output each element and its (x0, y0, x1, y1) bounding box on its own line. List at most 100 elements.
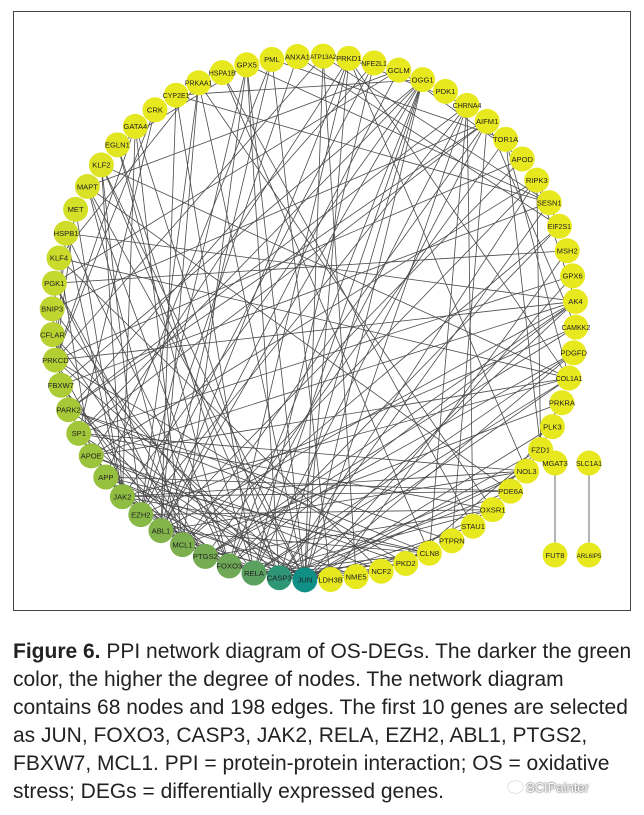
gene-node-label: LDH3B (318, 575, 342, 584)
network-edge (87, 69, 399, 187)
network-edge (122, 79, 423, 497)
network-edge (122, 470, 527, 498)
network-edge (160, 530, 430, 554)
network-edge (278, 79, 424, 578)
gene-node-label: ANXA1 (285, 52, 310, 61)
gene-node-ptgs2: PTGS2 (192, 543, 218, 569)
network-edge (205, 301, 576, 557)
gene-node-label: APOD (511, 155, 533, 164)
gene-node-gclm: GCLM (386, 57, 412, 83)
gene-node-circle (542, 450, 568, 476)
gene-node-circle (74, 174, 100, 200)
network-edge (304, 58, 350, 580)
gene-node-prkcd: PRKCD (42, 347, 69, 373)
gene-node-label: PRKCD (42, 356, 69, 365)
gene-node-circle (560, 263, 586, 289)
gene-node-circle (63, 196, 89, 222)
network-edge (253, 79, 424, 574)
gene-node-label: RELA (244, 569, 265, 578)
gene-node-circle (539, 414, 565, 440)
gene-node-nme5: NME5 (343, 564, 369, 590)
gene-node-circle (576, 542, 602, 568)
gene-node-prkaa1: PRKAA1 (185, 70, 213, 96)
network-edge (160, 530, 230, 567)
gene-node-ak4: AK4 (562, 288, 588, 314)
gene-node-apoe: APOE (78, 443, 104, 469)
network-edge (78, 275, 573, 434)
gene-node-label: EZH2 (131, 510, 150, 519)
network-edge (134, 126, 280, 578)
network-edge (205, 139, 506, 557)
network-edge (87, 186, 306, 581)
gene-node-circle (234, 52, 260, 78)
network-edge (140, 326, 576, 515)
gene-node-label: MET (68, 205, 84, 214)
gene-node-nfe2l1: NFE2L1 (361, 50, 387, 76)
gene-node-casp3: CASP3 (266, 565, 292, 591)
network-edge (140, 105, 468, 515)
network-edge (68, 121, 488, 411)
network-edge (87, 186, 511, 492)
figure-caption-text: PPI network diagram of OS-DEGs. The dark… (13, 640, 632, 803)
gene-node-circle (266, 565, 292, 591)
gene-node-circle (310, 43, 336, 69)
gene-node-circle (104, 132, 130, 158)
gene-node-jak2: JAK2 (109, 484, 135, 510)
gene-node-label: GPX5 (237, 61, 257, 70)
gene-node-label: COL1A1 (556, 376, 583, 383)
network-edge (55, 359, 306, 581)
gene-node-abl1: ABL1 (148, 518, 174, 544)
gene-node-label: GPX6 (562, 272, 582, 281)
gene-node-circle (122, 113, 148, 139)
network-edge (66, 232, 576, 302)
gene-node-label: AK4 (568, 297, 582, 306)
gene-node-label: JAK2 (113, 492, 131, 501)
network-edge (271, 59, 331, 580)
gene-node-mcl1: MCL1 (170, 532, 196, 558)
gene-node-pdgfd: PDGFD (560, 340, 587, 366)
gene-node-circle (192, 543, 218, 569)
network-edge (91, 377, 570, 457)
gene-node-sp1: SP1 (66, 420, 92, 446)
network-edge (297, 56, 560, 227)
network-edge (304, 570, 382, 581)
gene-node-circle (48, 372, 74, 398)
gene-node-eif2s1: EIF2S1 (546, 213, 572, 239)
gene-node-label: APP (98, 473, 113, 482)
network-edge (105, 59, 273, 478)
gene-node-circle (542, 542, 568, 568)
network-edge (58, 257, 92, 456)
gene-node-circle (554, 238, 580, 264)
gene-node-pde6a: PDE6A (498, 478, 524, 504)
gene-node-foxo3: FOXO3 (216, 553, 242, 579)
gene-node-label: NOL3 (517, 467, 537, 476)
network-edge (122, 377, 570, 498)
gene-node-klf2: KLF2 (88, 152, 114, 178)
network-edge (330, 250, 568, 580)
gene-node-label: PRKD1 (336, 54, 361, 63)
network-edge (451, 121, 488, 541)
network-edge (55, 158, 523, 361)
network-edge (100, 164, 123, 497)
gene-node-plk3: PLK3 (539, 414, 565, 440)
network-edge (160, 301, 576, 531)
gene-node-label: APOE (81, 452, 102, 461)
gene-node-col1a1: COL1A1 (556, 365, 583, 391)
gene-node-anxa1: ANXA1 (284, 44, 310, 70)
network-edge (205, 509, 493, 557)
gene-node-label: PDK1 (436, 87, 456, 96)
network-edge (322, 56, 357, 577)
network-edge (205, 352, 574, 557)
gene-node-circle (498, 478, 524, 504)
network-edge (54, 250, 568, 284)
network-edge (55, 109, 156, 361)
gene-node-prkd1: PRKD1 (336, 45, 361, 71)
network-edge (278, 179, 538, 578)
gene-node-label: MAPT (77, 182, 98, 191)
gene-node-circle (439, 528, 465, 554)
gene-node-label: EGLN1 (105, 141, 130, 150)
network-edge (228, 225, 560, 567)
gene-node-label: GCLM (388, 66, 410, 75)
gene-node-label: SLC1A1 (576, 461, 602, 468)
gene-node-nol3: NOL3 (514, 458, 540, 484)
